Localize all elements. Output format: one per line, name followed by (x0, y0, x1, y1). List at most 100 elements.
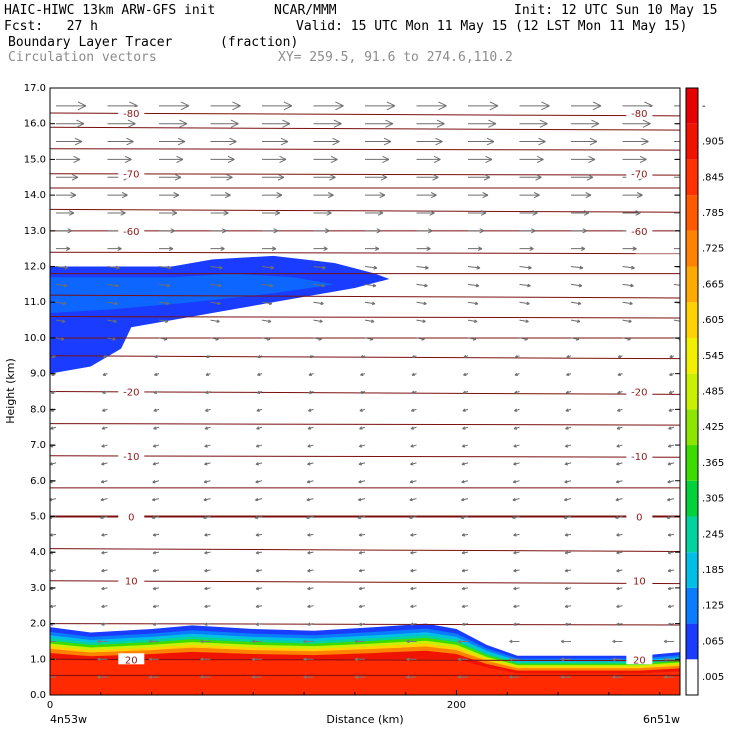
vector-arrow (462, 426, 469, 430)
vector-arrow (101, 408, 108, 412)
vector-arrow (467, 301, 479, 306)
vector-arrow (107, 210, 126, 216)
vector-arrow (571, 155, 596, 163)
contour-label-bg (626, 653, 653, 665)
vector-arrow (256, 426, 263, 430)
vector-arrow (468, 228, 485, 234)
vector-arrow (410, 408, 417, 412)
vector-arrow (365, 137, 392, 146)
vector-arrow (256, 408, 263, 412)
vector-arrow (262, 210, 281, 216)
vector-arrow (622, 283, 634, 288)
vector-arrow (107, 265, 120, 270)
vector-arrow (410, 426, 417, 430)
vector-arrow (153, 390, 160, 394)
vector-arrow (668, 408, 675, 412)
vector-arrow (616, 568, 623, 573)
vector-arrow (210, 155, 235, 163)
vector-arrow (55, 319, 66, 323)
vector-arrow (612, 639, 623, 644)
vector-arrow (255, 586, 263, 591)
vector-arrow (154, 354, 160, 359)
vector-arrow (416, 319, 426, 323)
vector-arrow (663, 675, 674, 679)
vector-arrow (56, 192, 77, 199)
vector-arrow (210, 246, 225, 251)
vector-arrow (313, 155, 338, 163)
vector-arrow (410, 586, 417, 591)
vector-arrow (210, 265, 223, 270)
vector-arrow (107, 319, 117, 323)
endpoint-left: 4n53w (50, 713, 87, 726)
vector-arrow (151, 515, 160, 520)
vector-arrow (158, 265, 172, 270)
vector-arrow (563, 497, 572, 502)
colorbar-label: .425 (702, 422, 724, 433)
vector-arrow (519, 319, 529, 323)
vector-arrow (570, 319, 581, 323)
vector-arrow (204, 408, 211, 412)
vector-arrow (306, 515, 314, 520)
vector-arrow (666, 497, 675, 502)
colorbar-frame (685, 87, 699, 696)
vector-arrow (667, 568, 675, 573)
contour-label: -60 (123, 227, 139, 238)
x-tick-label: 0 (47, 700, 53, 711)
vector-arrow (468, 246, 483, 251)
vector-arrow (313, 319, 323, 323)
vector-arrow (461, 586, 469, 591)
y-tick-label: 10.0 (24, 333, 46, 344)
vector-arrow (519, 228, 536, 234)
contour-label: 10 (633, 577, 646, 588)
x-tick-label: 200 (447, 700, 466, 711)
colorbar-swatch (686, 445, 698, 481)
vector-arrow (674, 248, 680, 250)
vector-arrow (262, 246, 277, 251)
vector-arrow (251, 639, 262, 644)
temperature-contour (50, 208, 680, 213)
vector-arrow (410, 533, 417, 537)
vector-arrow (251, 675, 262, 679)
vector-arrow (262, 119, 291, 128)
vector-arrow (416, 192, 437, 199)
vector-arrow (513, 551, 520, 555)
vector-arrow (622, 137, 649, 146)
vector-arrow (261, 265, 275, 270)
y-tick-label: 0.0 (30, 690, 46, 701)
vector-arrow (158, 301, 170, 306)
vector-arrow (617, 372, 623, 377)
vector-arrow (461, 444, 469, 448)
vector-arrow (410, 551, 417, 555)
vector-arrow (354, 675, 365, 679)
vector-arrow (262, 101, 293, 111)
contour-label: -80 (631, 109, 647, 120)
vector-arrow (102, 390, 108, 394)
y-tick-label: 4.0 (30, 547, 46, 558)
vector-arrow (416, 301, 427, 306)
vector-arrow (364, 301, 376, 306)
vector-arrow (564, 479, 572, 484)
vector-arrow (306, 479, 314, 484)
vector-arrow (519, 192, 540, 199)
vector-arrow (416, 173, 439, 181)
colorbar-swatch (686, 123, 698, 160)
vector-arrow (615, 479, 623, 484)
vector-arrow (50, 390, 57, 394)
vector-arrow (570, 301, 582, 306)
vector-arrow (313, 173, 336, 181)
vector-arrow (203, 515, 211, 520)
vector-arrow (101, 586, 108, 591)
vector-arrow (461, 568, 469, 573)
vector-arrow (666, 515, 675, 520)
vector-arrow (101, 533, 108, 537)
vector-arrow (360, 372, 366, 377)
contour-label-bg (118, 510, 145, 522)
contour-label: -10 (631, 452, 647, 463)
vector-arrow (513, 444, 520, 448)
colorbar-swatch (686, 659, 698, 695)
vector-arrow (468, 155, 493, 163)
vector-arrow (364, 337, 374, 341)
vector-arrow (667, 462, 675, 466)
contour-label-bg (626, 510, 653, 522)
vector-arrow (457, 657, 468, 662)
